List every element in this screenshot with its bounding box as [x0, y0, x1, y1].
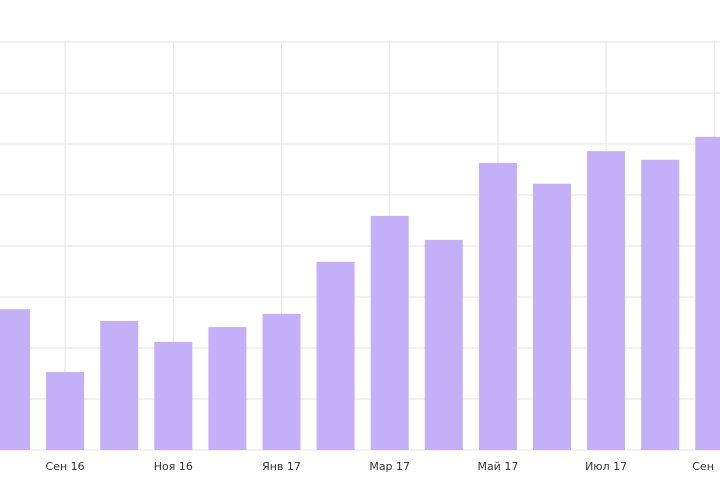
bar [154, 341, 193, 450]
bar [370, 215, 409, 450]
x-tick-label: Ноя 16 [154, 460, 193, 473]
bar [316, 261, 355, 450]
bar [0, 309, 30, 450]
bar [262, 313, 301, 450]
bar [100, 320, 139, 450]
x-tick-label: Янв 17 [262, 460, 301, 473]
bar [641, 159, 680, 450]
bar [46, 371, 85, 450]
x-tick-label: Мар 17 [369, 460, 410, 473]
x-tick-label: Май 17 [477, 460, 518, 473]
bar [424, 239, 463, 450]
x-tick-label: Июл 17 [585, 460, 627, 473]
bar [208, 327, 247, 450]
bar [478, 162, 517, 450]
bar [695, 136, 720, 451]
x-tick-label: Сен [692, 460, 714, 473]
bar [587, 151, 626, 450]
x-tick-label: Сен 16 [46, 460, 85, 473]
bar [533, 183, 571, 450]
